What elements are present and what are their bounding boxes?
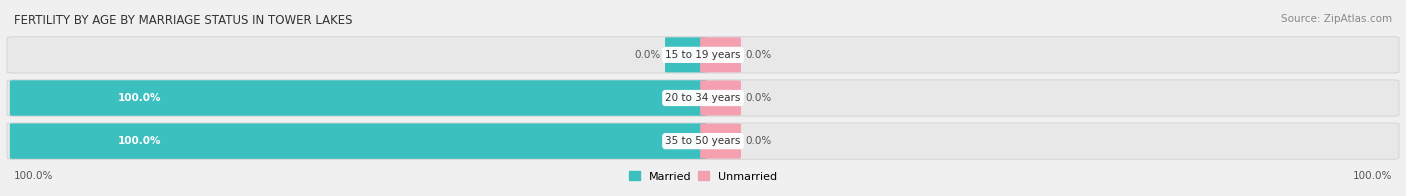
Text: 100.0%: 100.0%	[117, 136, 160, 146]
Text: 100.0%: 100.0%	[117, 93, 160, 103]
FancyBboxPatch shape	[700, 81, 741, 116]
Legend: Married, Unmarried: Married, Unmarried	[628, 171, 778, 182]
Text: 100.0%: 100.0%	[1353, 171, 1392, 181]
FancyBboxPatch shape	[665, 37, 706, 73]
FancyBboxPatch shape	[700, 37, 741, 73]
Text: 15 to 19 years: 15 to 19 years	[665, 50, 741, 60]
Text: 0.0%: 0.0%	[745, 50, 772, 60]
Text: Source: ZipAtlas.com: Source: ZipAtlas.com	[1281, 14, 1392, 24]
Text: FERTILITY BY AGE BY MARRIAGE STATUS IN TOWER LAKES: FERTILITY BY AGE BY MARRIAGE STATUS IN T…	[14, 14, 353, 27]
Text: 20 to 34 years: 20 to 34 years	[665, 93, 741, 103]
Text: 0.0%: 0.0%	[634, 50, 661, 60]
FancyBboxPatch shape	[700, 123, 741, 159]
FancyBboxPatch shape	[7, 80, 1399, 116]
Text: 0.0%: 0.0%	[745, 93, 772, 103]
Text: 0.0%: 0.0%	[745, 136, 772, 146]
Text: 100.0%: 100.0%	[14, 171, 53, 181]
FancyBboxPatch shape	[10, 123, 707, 159]
FancyBboxPatch shape	[10, 80, 707, 116]
FancyBboxPatch shape	[7, 37, 1399, 73]
FancyBboxPatch shape	[7, 123, 1399, 159]
Text: 35 to 50 years: 35 to 50 years	[665, 136, 741, 146]
